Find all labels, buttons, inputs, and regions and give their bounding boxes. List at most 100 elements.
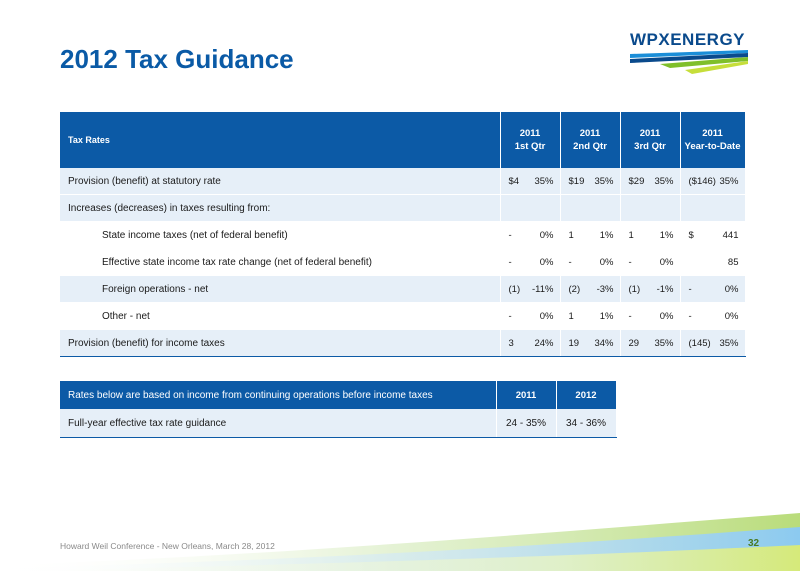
value-cell: (145) 35%	[680, 329, 746, 357]
value-cell: 1 1%	[620, 221, 681, 249]
row-label: State income taxes (net of federal benef…	[60, 221, 501, 249]
amount: -	[568, 256, 572, 268]
table-row: Provision (benefit) at statutory rate $4 3…	[60, 168, 746, 195]
guidance-header-2011: 2011	[496, 381, 557, 409]
value-cell: - 0%	[680, 302, 746, 330]
amount: $	[688, 229, 694, 241]
value-cell: - 0%	[560, 248, 621, 276]
rate: 35%	[654, 175, 674, 187]
rate: 0%	[539, 310, 554, 322]
row-label: Provision (benefit) for income taxes	[60, 329, 501, 357]
value-cell	[560, 194, 621, 222]
value-cell: - 0%	[620, 302, 681, 330]
logo-stripes-icon	[630, 50, 748, 74]
table-row: Foreign operations - net (1) -11% (2) -3% (1)…	[60, 275, 746, 303]
value-cell: 29 35%	[620, 329, 681, 357]
rate: 34%	[594, 337, 614, 349]
value-cell: $19 35%	[560, 168, 621, 195]
tax-rates-table: Tax Rates 2011 1st Qtr 2011 2nd Qtr 2011 3r…	[60, 112, 746, 357]
guidance-table-header: Rates below are based on income from con…	[60, 381, 617, 409]
header-col-2nd-qtr: 2011 2nd Qtr	[560, 112, 621, 168]
value-cell: (1) -1%	[620, 275, 681, 303]
header-col-ytd: 2011 Year-to-Date	[680, 112, 746, 168]
rate: 35%	[719, 337, 739, 349]
page-title: 2012 Tax Guidance	[60, 44, 294, 74]
rate: 441	[722, 229, 739, 241]
rate: 0%	[599, 256, 614, 268]
value-cell: (1) -11%	[500, 275, 561, 303]
table-row: Effective state income tax rate change (…	[60, 248, 746, 276]
amount: (1)	[508, 283, 521, 295]
rate: 0%	[724, 283, 739, 295]
rate: 1%	[599, 310, 614, 322]
amount: $29	[628, 175, 645, 187]
logo-text: WPXENERGY	[630, 30, 746, 49]
amount: 1	[568, 229, 574, 241]
guidance-header-2012: 2012	[556, 381, 617, 409]
row-label: Foreign operations - net	[60, 275, 501, 303]
rate: 24%	[534, 337, 554, 349]
rate: -11%	[532, 283, 554, 295]
amount: -	[688, 283, 692, 295]
rate: 0%	[539, 256, 554, 268]
guidance-value-2011: 24 - 35%	[496, 409, 557, 438]
row-label: Other - net	[60, 302, 501, 330]
value-cell: (2) -3%	[560, 275, 621, 303]
amount: (145)	[688, 337, 711, 349]
amount: (1)	[628, 283, 641, 295]
amount: -	[628, 310, 632, 322]
rate: 35%	[534, 175, 554, 187]
rate: 0%	[659, 256, 674, 268]
amount: 29	[628, 337, 640, 349]
value-cell: 1 1%	[560, 302, 621, 330]
guidance-row-label: Full-year effective tax rate guidance	[60, 409, 497, 438]
rate: 1%	[659, 229, 674, 241]
rate: 0%	[724, 310, 739, 322]
amount: 1	[568, 310, 574, 322]
header-tax-rates: Tax Rates	[60, 112, 501, 168]
amount: -	[508, 256, 512, 268]
table-row: State income taxes (net of federal benef…	[60, 221, 746, 249]
rate: 1%	[599, 229, 614, 241]
value-cell: - 0%	[620, 248, 681, 276]
guidance-header-label: Rates below are based on income from con…	[60, 381, 497, 409]
amount: $19	[568, 175, 585, 187]
table-row: Full-year effective tax rate guidance 24…	[60, 409, 617, 438]
rate: -1%	[656, 283, 674, 295]
value-cell: $441	[680, 221, 746, 249]
rate: 35%	[594, 175, 614, 187]
value-cell: - 0%	[680, 275, 746, 303]
amount: -	[508, 229, 512, 241]
amount: 3	[508, 337, 514, 349]
row-label: Provision (benefit) at statutory rate	[60, 168, 501, 195]
wpx-energy-logo: WPXENERGY	[630, 30, 748, 78]
value-cell	[500, 194, 561, 222]
rate: 0%	[539, 229, 554, 241]
row-label: Effective state income tax rate change (…	[60, 248, 501, 276]
row-label: Increases (decreases) in taxes resulting…	[60, 194, 501, 222]
value-cell: 3 24%	[500, 329, 561, 357]
amount: -	[628, 256, 632, 268]
header-col-1st-qtr: 2011 1st Qtr	[500, 112, 561, 168]
value-cell: 85	[680, 248, 746, 276]
amount: 19	[568, 337, 580, 349]
amount: ($146)	[688, 175, 716, 187]
rate: 35%	[654, 337, 674, 349]
value-cell	[680, 194, 746, 222]
amount: 1	[628, 229, 634, 241]
guidance-value-2012: 34 - 36%	[556, 409, 617, 438]
value-cell: - 0%	[500, 302, 561, 330]
rate: 85	[727, 256, 739, 268]
value-cell: - 0%	[500, 248, 561, 276]
footer-text: Howard Weil Conference - New Orleans, Ma…	[60, 541, 275, 551]
value-cell: - 0%	[500, 221, 561, 249]
rate: 35%	[719, 175, 739, 187]
table-row: Other - net -0% 1 1% -0% -0%	[60, 302, 746, 330]
amount: -	[508, 310, 512, 322]
footer-swoosh-graphic	[0, 513, 800, 571]
table-row: Increases (decreases) in taxes resulting…	[60, 194, 746, 222]
value-cell: $4 35%	[500, 168, 561, 195]
tax-guidance-table: Rates below are based on income from con…	[60, 381, 617, 438]
rate: 0%	[659, 310, 674, 322]
page-number: 32	[748, 538, 760, 549]
